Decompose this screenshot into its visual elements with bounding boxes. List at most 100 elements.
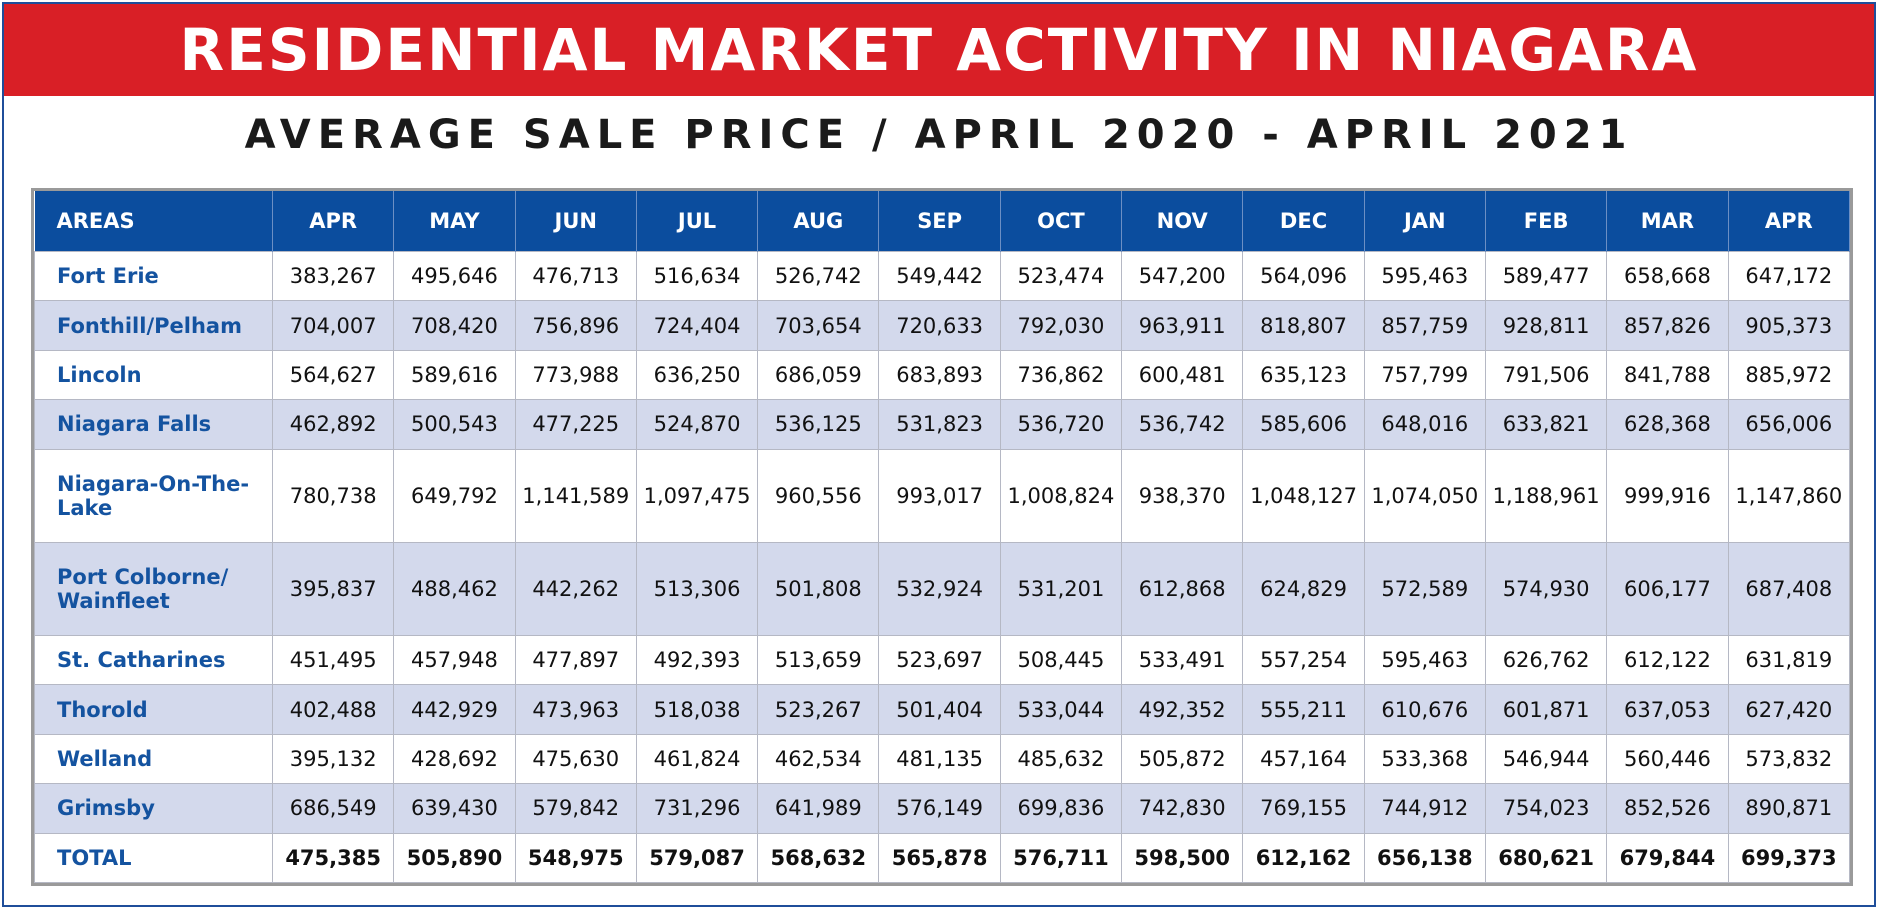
price-cell: 720,633 [878, 300, 1001, 351]
price-cell: 610,676 [1363, 684, 1486, 735]
price-cell: 495,646 [393, 250, 516, 302]
price-cell: 1,097,475 [635, 448, 759, 543]
price-cell: 686,549 [271, 783, 395, 834]
price-cell: 461,824 [635, 733, 759, 785]
price-cell: 533,368 [1363, 733, 1486, 785]
price-cell: 1,188,961 [1484, 448, 1608, 543]
price-cell: 626,762 [1484, 635, 1608, 686]
price-cell: 612,868 [1121, 541, 1244, 637]
price-cell: 683,893 [878, 349, 1001, 401]
price-cell: 589,616 [393, 349, 516, 401]
price-cell: 890,871 [1727, 783, 1851, 834]
page-title: RESIDENTIAL MARKET ACTIVITY IN NIAGARA [4, 4, 1874, 96]
price-cell: 442,262 [514, 541, 637, 637]
price-cell: 963,911 [1121, 300, 1244, 351]
price-cell: 598,500 [1121, 832, 1244, 884]
price-cell: 477,225 [514, 399, 637, 450]
table-header-row: AREAS APR MAY JUN JUL AUG SEP OCT NOV DEC JAN FEB MA… [34, 191, 1851, 252]
price-cell: 656,006 [1727, 399, 1851, 450]
table-row: Port Colborne/ Wainfleet 395,837 488,462 44… [34, 541, 1851, 637]
price-cell: 938,370 [1121, 448, 1244, 543]
price-cell: 462,892 [271, 399, 395, 450]
area-name-cell: Port Colborne/ Wainfleet [34, 541, 273, 637]
column-header-month: APR [272, 191, 395, 252]
price-cell: 635,123 [1242, 349, 1365, 401]
price-cell: 568,632 [757, 832, 880, 884]
price-cell: 612,122 [1606, 635, 1729, 686]
price-cell: 548,975 [514, 832, 637, 884]
table-row: Niagara Falls 462,892 500,543 477,225 524,87… [34, 399, 1851, 450]
area-name-cell: Fort Erie [34, 250, 273, 302]
price-cell: 442,929 [393, 684, 516, 735]
price-cell: 488,462 [393, 541, 516, 637]
price-cell: 513,306 [635, 541, 759, 637]
price-cell: 1,147,860 [1727, 448, 1851, 543]
price-cell: 395,837 [271, 541, 395, 637]
price-cell: 612,162 [1242, 832, 1365, 884]
price-cell: 523,474 [999, 250, 1123, 302]
price-cell: 699,836 [999, 783, 1123, 834]
price-cell: 549,442 [878, 250, 1001, 302]
price-cell: 792,030 [999, 300, 1123, 351]
price-cell: 636,250 [635, 349, 759, 401]
price-cell: 492,393 [635, 635, 759, 686]
area-name-cell: Niagara-On-The-Lake [34, 448, 273, 543]
price-cell: 649,792 [393, 448, 516, 543]
price-cell: 773,988 [514, 349, 637, 401]
price-table-container: AREAS APR MAY JUN JUL AUG SEP OCT NOV DEC JAN FEB MA… [31, 188, 1853, 886]
price-cell: 658,668 [1606, 250, 1729, 302]
column-header-month: OCT [1000, 191, 1123, 252]
average-price-table: AREAS APR MAY JUN JUL AUG SEP OCT NOV DEC JAN FEB MA… [34, 191, 1851, 884]
price-cell: 595,463 [1363, 635, 1486, 686]
price-cell: 395,132 [271, 733, 395, 785]
price-cell: 532,924 [878, 541, 1001, 637]
price-cell: 475,630 [514, 733, 637, 785]
price-cell: 579,087 [635, 832, 759, 884]
price-cell: 501,808 [757, 541, 880, 637]
price-cell: 628,368 [1606, 399, 1729, 450]
price-cell: 744,912 [1363, 783, 1486, 834]
price-cell: 500,543 [393, 399, 516, 450]
price-cell: 536,720 [999, 399, 1123, 450]
price-cell: 724,404 [635, 300, 759, 351]
price-cell: 565,878 [878, 832, 1001, 884]
price-cell: 1,008,824 [999, 448, 1123, 543]
column-header-month: MAY [393, 191, 516, 252]
price-cell: 523,267 [757, 684, 880, 735]
price-cell: 526,742 [757, 250, 880, 302]
price-cell: 631,819 [1727, 635, 1851, 686]
area-name-cell: Grimsby [34, 783, 273, 834]
price-cell: 699,373 [1727, 832, 1851, 884]
price-cell: 600,481 [1121, 349, 1244, 401]
price-cell: 841,788 [1606, 349, 1729, 401]
column-header-month: FEB [1485, 191, 1608, 252]
column-header-month: JUN [515, 191, 637, 252]
price-cell: 524,870 [635, 399, 759, 450]
price-cell: 601,871 [1484, 684, 1608, 735]
price-cell: 557,254 [1242, 635, 1365, 686]
table-row: Lincoln 564,627 589,616 773,988 636,250 686,0… [34, 349, 1851, 401]
price-cell: 756,896 [514, 300, 637, 351]
table-row: Fort Erie 383,267 495,646 476,713 516,634 526… [34, 250, 1851, 302]
price-cell: 648,016 [1363, 399, 1486, 450]
price-cell: 857,826 [1606, 300, 1729, 351]
price-cell: 624,829 [1242, 541, 1365, 637]
price-cell: 791,506 [1484, 349, 1608, 401]
price-cell: 585,606 [1242, 399, 1365, 450]
price-cell: 769,155 [1242, 783, 1365, 834]
table-row: Fonthill/Pelham 704,007 708,420 756,896 724,… [34, 300, 1851, 351]
price-cell: 742,830 [1121, 783, 1244, 834]
price-cell: 679,844 [1606, 832, 1729, 884]
price-cell: 576,149 [878, 783, 1001, 834]
price-cell: 508,445 [999, 635, 1123, 686]
column-header-month: DEC [1242, 191, 1365, 252]
price-cell: 639,430 [393, 783, 516, 834]
price-cell: 780,738 [271, 448, 395, 543]
price-cell: 999,916 [1606, 448, 1729, 543]
price-cell: 589,477 [1484, 250, 1608, 302]
price-cell: 1,074,050 [1363, 448, 1486, 543]
table-row: Welland 395,132 428,692 475,630 461,824 462,5… [34, 733, 1851, 785]
price-cell: 564,096 [1242, 250, 1365, 302]
price-cell: 993,017 [878, 448, 1001, 543]
